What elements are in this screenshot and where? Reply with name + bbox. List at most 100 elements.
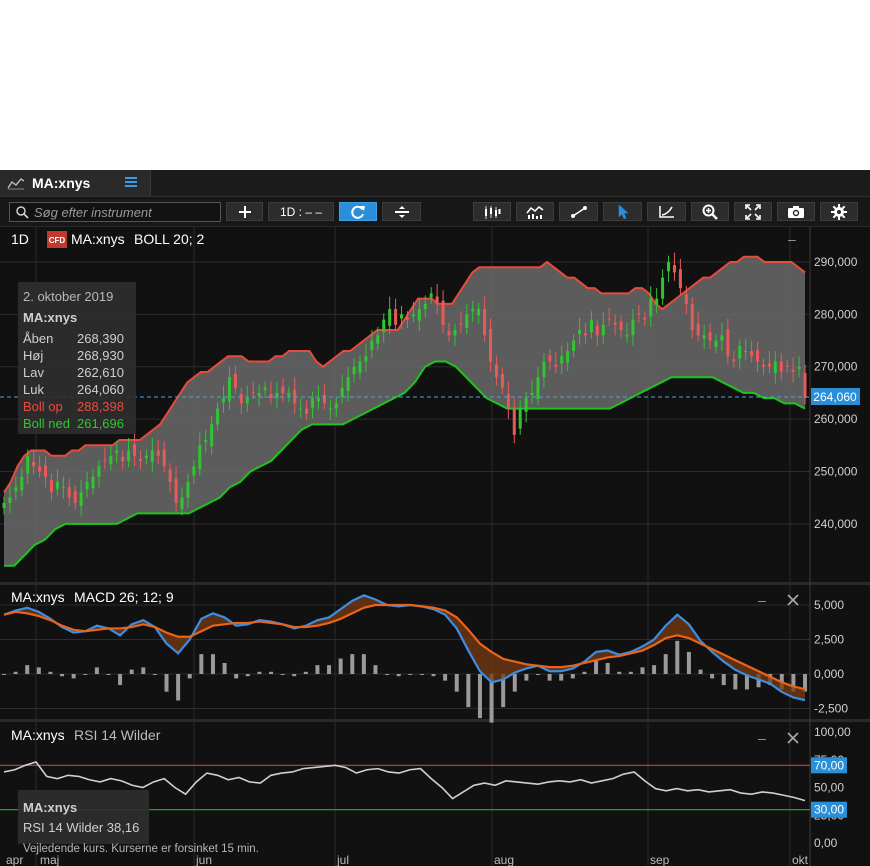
candle-body <box>589 319 593 333</box>
macd-histogram-bar <box>269 671 273 674</box>
macd-histogram-bar <box>141 667 146 674</box>
candle-body <box>417 309 421 321</box>
candle-body <box>269 393 273 399</box>
curve-axis-icon <box>658 205 674 218</box>
tooltip-row-value: 268,930 <box>77 348 124 363</box>
macd-instrument-label: MA:xnys <box>11 589 65 605</box>
candle-body <box>756 349 760 362</box>
macd-histogram-bar <box>698 669 703 674</box>
snapshot-button[interactable] <box>777 202 815 221</box>
candle-body <box>714 340 718 347</box>
macd-plot <box>2 594 807 723</box>
pointer-button[interactable] <box>603 202 642 221</box>
candle-body <box>429 293 433 298</box>
scale-button[interactable] <box>647 202 686 221</box>
candle-body <box>779 361 783 372</box>
macd-histogram-bar <box>524 674 529 681</box>
candle-body <box>560 356 564 364</box>
current-price-badge <box>811 388 860 405</box>
candle-body <box>144 455 148 458</box>
candle-body <box>601 324 605 336</box>
candle-body <box>489 329 493 362</box>
macd-histogram-bar <box>373 665 378 674</box>
candle-body <box>316 398 320 402</box>
rsi-collapse-button[interactable]: – <box>758 730 766 746</box>
candle-body <box>411 314 415 317</box>
main-collapse-button[interactable]: – <box>788 231 796 247</box>
fullscreen-button[interactable] <box>734 202 772 221</box>
macd-histogram-bar <box>71 674 76 679</box>
candle-body <box>465 314 469 328</box>
candle-body <box>773 361 777 373</box>
candle-body <box>649 298 653 317</box>
macd-tick: 5,000 <box>814 598 844 612</box>
chart-area[interactable]: 290,000 280,000 270,000 260,000 250,000 240,0… <box>0 227 870 866</box>
indicators-button[interactable] <box>516 202 554 221</box>
candle-body <box>251 391 255 393</box>
rsi-level-label: 70,00 <box>814 758 844 772</box>
macd-histogram-bar <box>234 674 239 679</box>
candle-body <box>637 313 641 315</box>
menu-icon[interactable] <box>124 175 138 189</box>
rsi-line <box>3 761 806 802</box>
split-vertical-icon <box>394 205 409 218</box>
search-input[interactable] <box>34 203 214 221</box>
candle-body <box>548 355 552 362</box>
main-instrument-label: MA:xnys <box>71 231 125 247</box>
macd-histogram-bar <box>640 667 645 674</box>
refresh-icon <box>351 205 365 219</box>
refresh-button[interactable] <box>339 202 377 221</box>
settings-button[interactable] <box>820 202 858 221</box>
macd-histogram-bar <box>280 674 285 675</box>
candle-body <box>97 466 101 477</box>
candle-body <box>14 487 18 492</box>
instrument-tab[interactable]: MA:xnys <box>0 170 151 196</box>
candle-body <box>299 408 303 410</box>
candle-body <box>394 309 398 325</box>
chart-type-button[interactable] <box>473 202 511 221</box>
macd-histogram-bar <box>686 651 691 674</box>
axes: 290,000 280,000 270,000 260,000 250,000 240,0… <box>811 255 858 850</box>
macd-histogram-bar <box>350 654 355 674</box>
candle-body <box>382 319 386 333</box>
candle-body <box>322 395 326 404</box>
candle-body <box>127 450 131 461</box>
x-axis-label: maj <box>40 853 59 866</box>
candle-body <box>750 351 754 357</box>
candle-body <box>542 361 546 378</box>
panel-divider[interactable] <box>0 582 870 585</box>
macd-histogram-bar <box>617 671 622 674</box>
x-axis-label: okt <box>792 853 809 866</box>
macd-collapse-button[interactable]: – <box>758 592 766 608</box>
candle-body <box>287 392 291 397</box>
add-button[interactable] <box>226 202 263 221</box>
macd-histogram-bar <box>83 674 88 675</box>
candle-body <box>803 373 807 399</box>
macd-histogram-bar <box>222 662 227 674</box>
macd-tick: 2,500 <box>814 633 844 647</box>
candle-body <box>536 377 540 400</box>
search-icon <box>16 206 29 219</box>
macd-histogram-bar <box>60 674 65 677</box>
tooltip-row-label: Luk <box>23 382 44 397</box>
candle-body <box>334 403 338 409</box>
candle-body <box>174 478 178 503</box>
cfd-badge-bg <box>47 231 67 248</box>
split-button[interactable] <box>382 202 421 221</box>
macd-close-icon[interactable] <box>787 594 799 606</box>
panel-divider[interactable] <box>0 719 870 722</box>
candle-body <box>186 481 190 498</box>
macd-histogram-bar <box>187 674 192 679</box>
macd-histogram-bar <box>489 674 494 723</box>
macd-histogram-bar <box>501 674 506 708</box>
interval-button[interactable]: 1D : – – <box>268 202 334 221</box>
candle-body <box>708 332 712 341</box>
rsi-close-icon[interactable] <box>787 732 799 744</box>
chart-canvas[interactable]: 290,000 280,000 270,000 260,000 250,000 240,0… <box>0 227 870 866</box>
candle-body <box>26 455 30 474</box>
zoom-button[interactable] <box>691 202 729 221</box>
candle-body <box>690 303 694 331</box>
candle-body <box>423 303 427 310</box>
draw-line-button[interactable] <box>559 202 598 221</box>
candle-body <box>761 364 765 367</box>
